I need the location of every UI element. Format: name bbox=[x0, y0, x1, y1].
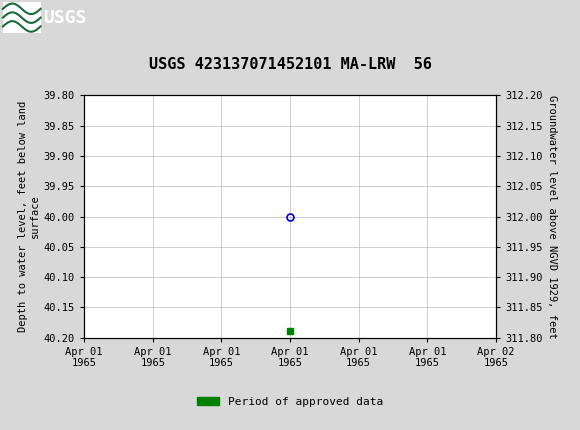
Legend: Period of approved data: Period of approved data bbox=[193, 393, 387, 412]
Bar bbox=[3, 2, 41, 34]
Text: USGS: USGS bbox=[44, 9, 87, 27]
Text: USGS 423137071452101 MA-LRW  56: USGS 423137071452101 MA-LRW 56 bbox=[148, 57, 432, 72]
Y-axis label: Depth to water level, feet below land
surface: Depth to water level, feet below land su… bbox=[18, 101, 39, 332]
Y-axis label: Groundwater level above NGVD 1929, feet: Groundwater level above NGVD 1929, feet bbox=[546, 95, 557, 338]
